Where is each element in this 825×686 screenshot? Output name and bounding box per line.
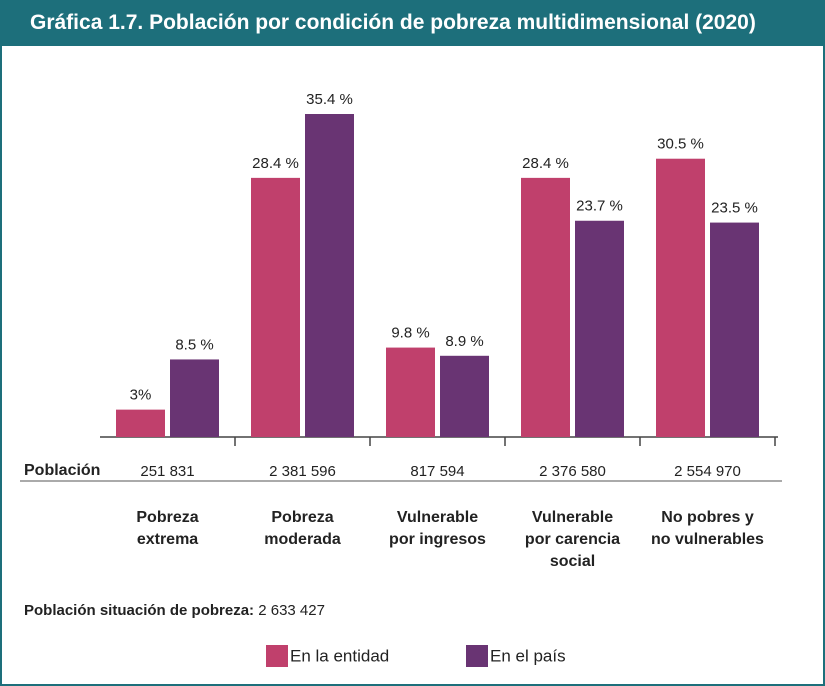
population-label: Población [24,462,100,479]
population-value: 2 554 970 [674,463,741,480]
footnote-value: 2 633 427 [258,602,325,619]
value-label: 23.5 % [711,200,758,217]
value-label: 28.4 % [522,155,569,172]
population-value: 817 594 [410,463,464,480]
value-label: 35.4 % [306,91,353,108]
bar [440,355,489,437]
legend-label: En la entidad [290,646,389,665]
category-label: Vulnerable por carencia social [524,509,621,570]
bar [305,114,354,437]
category-label: Pobreza extrema [136,509,199,548]
value-label: 9.8 % [391,325,429,342]
value-label: 28.4 % [252,155,299,172]
category-label: Vulnerable por ingresos [389,509,486,548]
value-label: 8.9 % [445,333,483,350]
chart-title: Gráfica 1.7. Población por condición de … [0,0,825,46]
legend-swatch [466,645,488,667]
population-value: 2 381 596 [269,463,336,480]
value-label: 30.5 % [657,136,704,153]
value-label: 23.7 % [576,198,623,215]
footnote: Población situación de pobreza: 2 633 42… [24,602,325,619]
frame [0,46,825,686]
value-label: 3% [130,387,152,404]
population-value: 251 831 [140,463,194,480]
footnote-label: Población situación de pobreza: [24,602,255,619]
bar [575,220,624,437]
bar [170,359,219,437]
category-label: Pobreza moderada [264,509,341,548]
category-label: No pobres y no vulnerables [651,509,764,548]
legend-label: En el país [490,646,566,665]
bar [251,177,300,437]
bar [710,222,759,437]
legend-swatch [266,645,288,667]
value-label: 8.5 % [175,336,213,353]
population-value: 2 376 580 [539,463,606,480]
bar [386,347,435,437]
bar [656,158,705,437]
bar [116,409,165,437]
bar [521,177,570,437]
